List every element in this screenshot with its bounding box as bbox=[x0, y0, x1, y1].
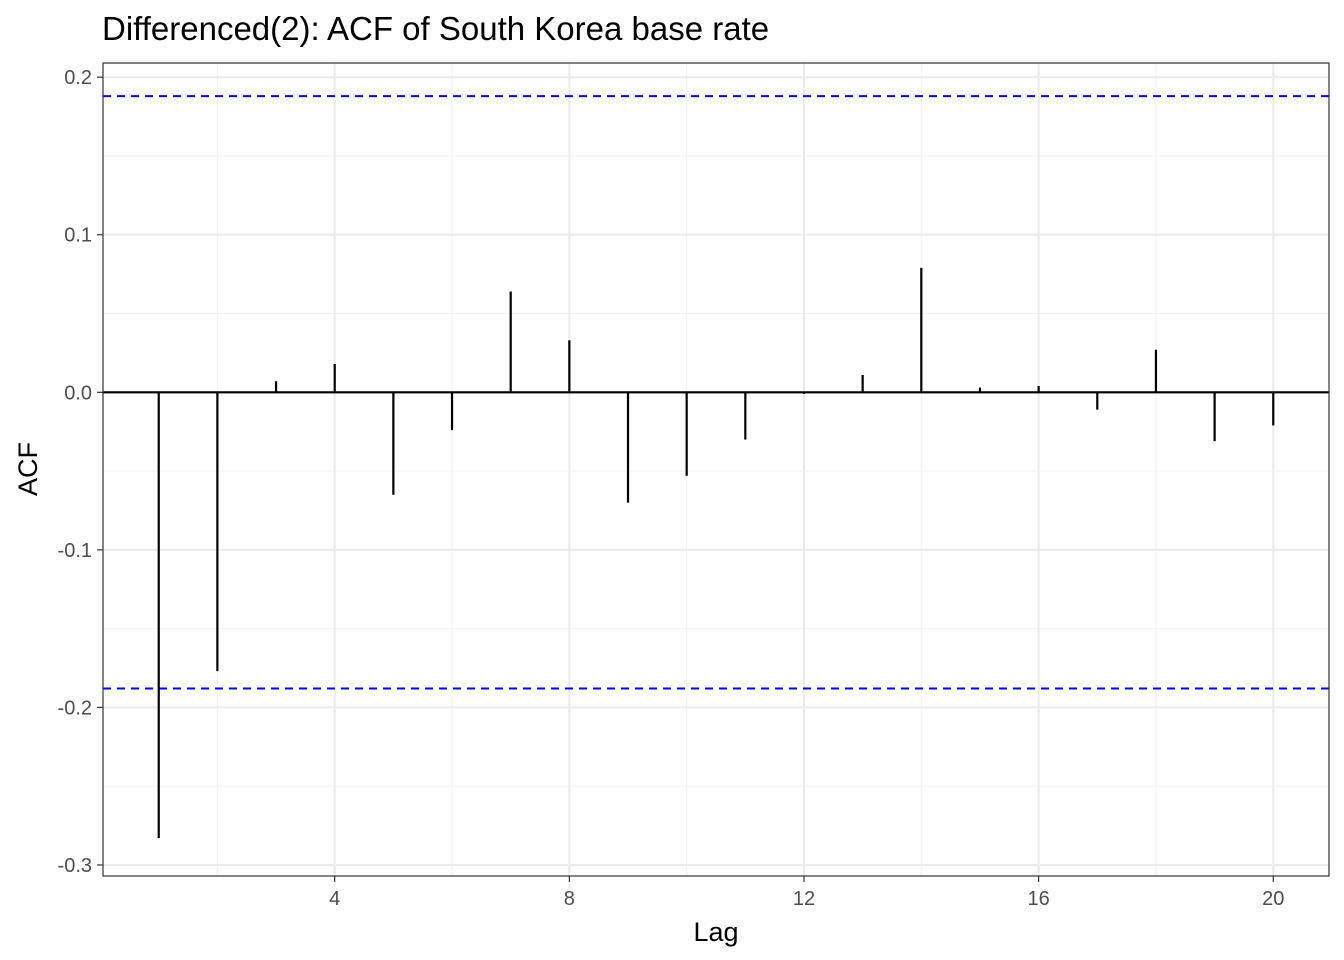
x-tick-label: 12 bbox=[793, 888, 815, 910]
x-tick-label: 8 bbox=[564, 888, 575, 910]
y-axis-title: ACF bbox=[13, 442, 43, 496]
x-tick-label: 16 bbox=[1028, 888, 1050, 910]
y-tick-label: -0.1 bbox=[58, 540, 92, 562]
x-tick-label: 4 bbox=[329, 888, 340, 910]
chart-title: Differenced(2): ACF of South Korea base … bbox=[102, 10, 769, 47]
x-axis-title: Lag bbox=[693, 917, 738, 947]
plot-area: -0.3 -0.2 -0.1 0.0 0.1 0.2 4 8 12 16 20 bbox=[58, 62, 1330, 910]
y-tick-label: 0.1 bbox=[64, 225, 92, 247]
panel-background bbox=[103, 63, 1329, 876]
y-tick-label: 0.2 bbox=[64, 67, 92, 89]
y-tick-label: -0.2 bbox=[58, 697, 92, 719]
x-tick-label: 20 bbox=[1262, 888, 1284, 910]
panel-border bbox=[102, 62, 1330, 877]
y-tick-label: 0.0 bbox=[64, 382, 92, 404]
y-tick-label: -0.3 bbox=[58, 855, 92, 877]
